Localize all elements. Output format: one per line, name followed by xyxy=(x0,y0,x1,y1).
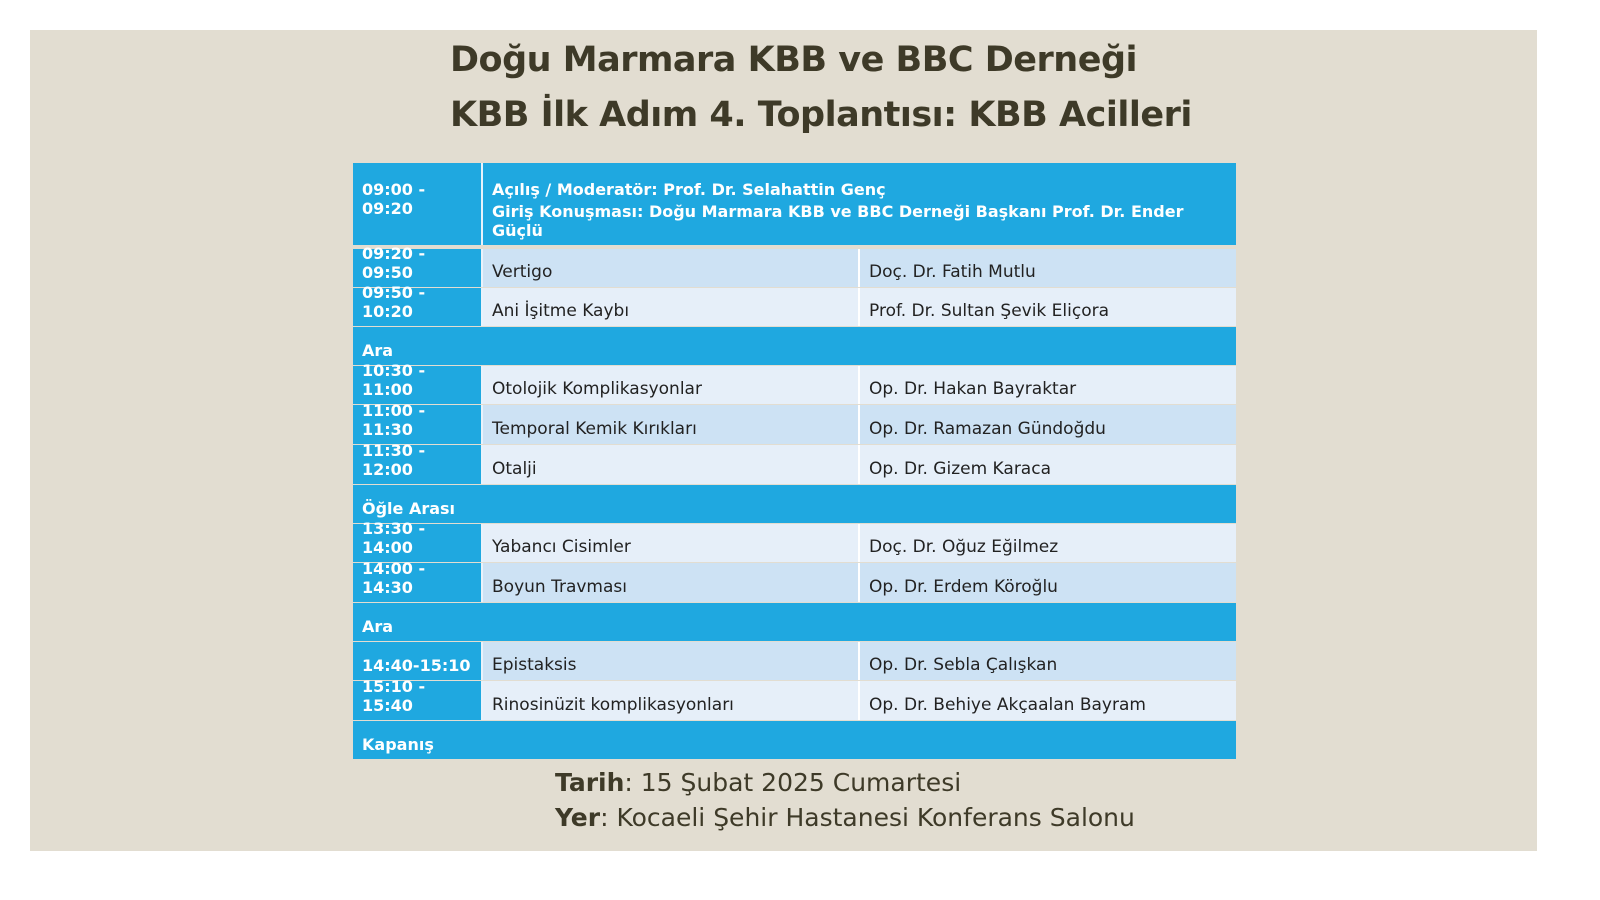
break-row: Kapanış xyxy=(353,721,1236,759)
time-cell: 10:30 - 11:00 xyxy=(353,361,483,404)
speaker-cell: Doç. Dr. Fatih Mutlu xyxy=(860,249,1236,287)
time-cell: 14:00 - 14:30 xyxy=(353,559,483,602)
topic-cell: Ani İşitme Kaybı xyxy=(483,288,860,326)
session-row: 15:10 - 15:40 Rinosinüzit komplikasyonlar… xyxy=(353,677,1236,720)
break-row: Ara xyxy=(353,603,1236,641)
speaker-cell: Op. Dr. Sebla Çalışkan xyxy=(860,642,1236,680)
speaker-cell: Prof. Dr. Sultan Şevik Eliçora xyxy=(860,288,1236,326)
break-label: Ara xyxy=(353,603,1236,641)
date-label: Tarih xyxy=(555,768,625,797)
topic-cell: Rinosinüzit komplikasyonları xyxy=(483,681,860,720)
title-line-1: Doğu Marmara KBB ve BBC Derneği xyxy=(450,40,1138,80)
session-row: 09:20 - 09:50 Vertigo Doç. Dr. Fatih Mutlu xyxy=(353,244,1236,287)
break-row: Ara xyxy=(353,327,1236,365)
opening-description: Açılış / Moderatör: Prof. Dr. Selahattin… xyxy=(483,163,1236,245)
speaker-cell: Op. Dr. Behiye Akçaalan Bayram xyxy=(860,681,1236,720)
session-row: 14:40-15:10 Epistaksis Op. Dr. Sebla Çalış… xyxy=(353,642,1236,680)
topic-cell: Yabancı Cisimler xyxy=(483,524,860,562)
speaker-cell: Doç. Dr. Oğuz Eğilmez xyxy=(860,524,1236,562)
time-cell: 11:00 - 11:30 xyxy=(353,401,483,444)
speaker-cell: Op. Dr. Ramazan Gündoğdu xyxy=(860,405,1236,444)
speaker-cell: Op. Dr. Hakan Bayraktar xyxy=(860,366,1236,404)
time-cell: 11:30 - 12:00 xyxy=(353,441,483,484)
opening-row: 09:00 - 09:20 Açılış / Moderatör: Prof. … xyxy=(353,163,1236,245)
topic-cell: Vertigo xyxy=(483,249,860,287)
session-row: 10:30 - 11:00 Otolojik Komplikasyonlar Op.… xyxy=(353,361,1236,404)
session-row: 14:00 - 14:30 Boyun Travması Op. Dr. Erdem… xyxy=(353,559,1236,602)
topic-cell: Temporal Kemik Kırıkları xyxy=(483,405,860,444)
break-row: Öğle Arası xyxy=(353,485,1236,523)
session-row: 09:50 - 10:20 Ani İşitme Kaybı Prof. Dr. S… xyxy=(353,283,1236,326)
session-row: 11:00 - 11:30 Temporal Kemik Kırıkları Op.… xyxy=(353,401,1236,444)
time-cell: 09:20 - 09:50 xyxy=(353,244,483,287)
speaker-cell: Op. Dr. Gizem Karaca xyxy=(860,445,1236,484)
opening-line-2: Giriş Konuşması: Doğu Marmara KBB ve BBC… xyxy=(492,202,1184,240)
session-row: 13:30 - 14:00 Yabancı Cisimler Doç. Dr. Oğ… xyxy=(353,519,1236,562)
title-line-2: KBB İlk Adım 4. Toplantısı: KBB Acilleri xyxy=(450,95,1192,135)
topic-cell: Boyun Travması xyxy=(483,563,860,602)
time-cell: 13:30 - 14:00 xyxy=(353,519,483,562)
time-cell: 15:10 - 15:40 xyxy=(353,677,483,720)
time-cell: 14:40-15:10 xyxy=(353,642,483,680)
venue-label: Yer xyxy=(555,803,601,832)
topic-cell: Epistaksis xyxy=(483,642,860,680)
date-value: : 15 Şubat 2025 Cumartesi xyxy=(624,768,962,797)
topic-cell: Otolojik Komplikasyonlar xyxy=(483,366,860,404)
venue-value: : Kocaeli Şehir Hastanesi Konferans Salo… xyxy=(600,803,1135,832)
speaker-cell: Op. Dr. Erdem Köroğlu xyxy=(860,563,1236,602)
break-label: Ara xyxy=(353,327,1236,365)
time-cell: 09:00 - 09:20 xyxy=(353,163,483,245)
opening-line-1: Açılış / Moderatör: Prof. Dr. Selahattin… xyxy=(492,180,886,199)
topic-cell: Otalji xyxy=(483,445,860,484)
session-row: 11:30 - 12:00 Otalji Op. Dr. Gizem Karaca xyxy=(353,441,1236,484)
time-cell: 09:50 - 10:20 xyxy=(353,283,483,326)
venue-line: Yer: Kocaeli Şehir Hastanesi Konferans S… xyxy=(555,803,1135,832)
break-label: Kapanış xyxy=(353,721,1236,759)
date-line: Tarih: 15 Şubat 2025 Cumartesi xyxy=(555,768,961,797)
break-label: Öğle Arası xyxy=(353,485,1236,523)
